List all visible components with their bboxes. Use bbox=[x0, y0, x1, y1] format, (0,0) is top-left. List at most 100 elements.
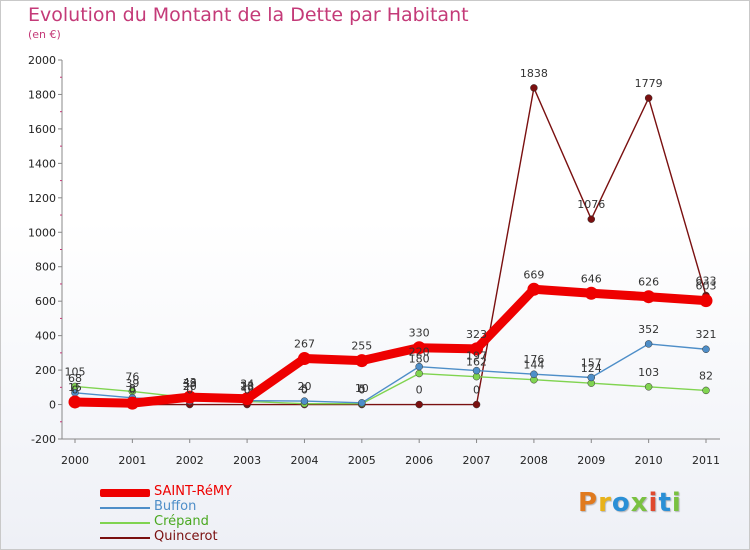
data-label-s3-2008: 1838 bbox=[520, 67, 548, 80]
x-tick-label: 2011 bbox=[692, 454, 720, 467]
data-label-s2-2005: 5 bbox=[358, 383, 365, 396]
data-label-s1-2000: 68 bbox=[68, 372, 82, 385]
data-point-s1-2006 bbox=[415, 362, 423, 371]
y-tick-label: 1200 bbox=[28, 192, 56, 205]
data-point-s0-2009 bbox=[584, 286, 598, 300]
data-label-s2-2001: 76 bbox=[125, 370, 139, 383]
data-label-s0-2011: 603 bbox=[696, 280, 717, 293]
legend-swatch-quincerot bbox=[100, 537, 150, 539]
legend-label-quincerot: Quincerot bbox=[154, 529, 218, 544]
x-tick-label: 2004 bbox=[290, 454, 318, 467]
data-label-s2-2009: 124 bbox=[581, 362, 602, 375]
x-tick-label: 2000 bbox=[61, 454, 89, 467]
data-point-s0-2005 bbox=[355, 354, 369, 368]
chart-axes: -200020040060080010001200140016001800200… bbox=[28, 54, 720, 467]
data-label-s3-2006: 0 bbox=[416, 384, 423, 397]
x-tick-label: 2010 bbox=[635, 454, 663, 467]
data-label-s1-2004: 20 bbox=[297, 380, 311, 393]
data-label-s0-2008: 669 bbox=[523, 268, 544, 281]
legend-label-buffon: Buffon bbox=[154, 499, 197, 514]
data-point-s0-2007 bbox=[470, 342, 484, 356]
chart-title: Evolution du Montant de la Dette par Hab… bbox=[28, 4, 469, 26]
data-point-s3-2006 bbox=[415, 400, 423, 409]
data-point-s1-2004 bbox=[300, 397, 309, 405]
data-point-s0-2011 bbox=[699, 294, 713, 308]
data-point-s2-2010 bbox=[644, 383, 653, 391]
data-point-s3-2010 bbox=[644, 94, 653, 102]
data-label-s0-2001: 8 bbox=[129, 382, 136, 395]
data-point-s0-2010 bbox=[642, 290, 656, 304]
data-label-s0-2003: 34 bbox=[240, 378, 254, 391]
data-point-s1-2011 bbox=[702, 345, 710, 353]
data-label-s2-2008: 144 bbox=[523, 359, 544, 372]
data-point-s3-2007 bbox=[472, 400, 481, 409]
data-label-s1-2008: 176 bbox=[523, 353, 544, 366]
data-label-s2-2011: 82 bbox=[699, 369, 713, 382]
x-tick-label: 2007 bbox=[463, 454, 491, 467]
logo-letter: r bbox=[598, 488, 612, 518]
y-tick-label: 400 bbox=[35, 330, 56, 343]
x-tick-label: 2003 bbox=[233, 454, 261, 467]
y-tick-label: 600 bbox=[35, 295, 56, 308]
data-label-s3-2011: 633 bbox=[696, 274, 717, 287]
logo-letter: t bbox=[658, 488, 672, 518]
legend-swatch-buffon bbox=[100, 507, 150, 509]
data-label-s2-2006: 180 bbox=[409, 353, 430, 366]
x-tick-label: 2006 bbox=[405, 454, 433, 467]
data-label-s1-2002: 20 bbox=[183, 380, 197, 393]
data-label-s2-2003: 18 bbox=[240, 380, 254, 393]
data-label-s3-2003: 0 bbox=[244, 384, 251, 397]
data-label-s2-2004: 5 bbox=[301, 383, 308, 396]
data-label-s0-2004: 267 bbox=[294, 338, 315, 351]
data-label-s3-2005: 0 bbox=[358, 384, 365, 397]
data-label-s1-2009: 157 bbox=[581, 356, 602, 369]
logo-letter: i bbox=[671, 488, 682, 518]
data-point-s0-2006 bbox=[412, 341, 426, 355]
x-tick-label: 2005 bbox=[348, 454, 376, 467]
legend-swatch-crepand bbox=[100, 522, 150, 524]
data-label-s0-2009: 646 bbox=[581, 272, 602, 285]
data-label-s2-2010: 103 bbox=[638, 366, 659, 379]
data-label-s1-2003: 23 bbox=[240, 380, 254, 393]
data-point-s1-2007 bbox=[472, 366, 481, 375]
data-label-s1-2011: 321 bbox=[696, 328, 717, 341]
y-tick-label: 200 bbox=[35, 364, 56, 377]
proxiti-logo: Proxiti bbox=[578, 488, 682, 518]
logo-letter: P bbox=[578, 488, 599, 518]
data-label-s3-2010: 1779 bbox=[635, 77, 663, 90]
legend-label-crepand: Crépand bbox=[154, 514, 209, 529]
y-tick-label: 2000 bbox=[28, 54, 56, 67]
series-line-0 bbox=[70, 284, 711, 408]
data-label-s2-2002: 39 bbox=[183, 377, 197, 390]
series-line-3 bbox=[74, 87, 707, 406]
data-label-s0-2005: 255 bbox=[351, 340, 372, 353]
data-label-s2-2007: 162 bbox=[466, 356, 487, 369]
logo-letter: x bbox=[630, 488, 649, 518]
logo-letter: i bbox=[648, 488, 659, 518]
data-point-s2-2006 bbox=[415, 369, 423, 378]
data-point-s3-2009 bbox=[587, 215, 596, 223]
x-tick-label: 2008 bbox=[520, 454, 548, 467]
data-point-s1-2010 bbox=[644, 340, 653, 348]
data-label-s1-2007: 197 bbox=[466, 350, 487, 363]
data-point-s0-2008 bbox=[527, 282, 541, 296]
data-label-s2-2000: 105 bbox=[65, 365, 86, 378]
y-tick-label: 1400 bbox=[28, 157, 56, 170]
legend-swatch-saint-remy bbox=[100, 489, 150, 497]
data-label-s1-2001: 39 bbox=[125, 377, 139, 390]
data-label-s0-2000: 15 bbox=[68, 381, 82, 394]
y-tick-label: 1600 bbox=[28, 123, 56, 136]
data-label-s3-2000: 0 bbox=[72, 384, 79, 397]
data-label-s3-2004: 0 bbox=[301, 384, 308, 397]
logo-letter: o bbox=[611, 488, 631, 518]
y-tick-label: 1800 bbox=[28, 88, 56, 101]
data-point-s0-2002 bbox=[183, 390, 197, 404]
y-tick-label: 1000 bbox=[28, 226, 56, 239]
x-tick-label: 2001 bbox=[118, 454, 146, 467]
y-tick-label: -200 bbox=[31, 433, 56, 446]
data-point-s3-2008 bbox=[530, 84, 538, 92]
data-label-s1-2005: 10 bbox=[355, 382, 369, 395]
y-tick-label: 0 bbox=[49, 399, 56, 412]
legend-label-saint-remy: SAINT-RéMY bbox=[154, 484, 232, 499]
